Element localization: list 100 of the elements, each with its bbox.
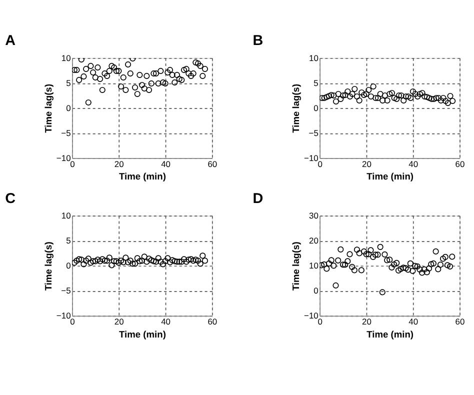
point	[346, 251, 353, 258]
point	[344, 88, 351, 95]
point	[379, 289, 386, 296]
y-tick-label: 10	[308, 260, 319, 271]
point	[125, 259, 132, 266]
point	[108, 262, 115, 268]
point	[370, 83, 376, 90]
point	[72, 260, 78, 266]
x-tick-label: 60	[208, 316, 218, 327]
point	[102, 70, 108, 77]
point	[398, 92, 404, 99]
point	[94, 256, 101, 263]
point	[102, 258, 108, 264]
point	[426, 265, 432, 272]
point	[372, 94, 379, 102]
point	[202, 66, 208, 72]
point	[377, 90, 384, 98]
point	[332, 98, 340, 105]
point	[449, 254, 456, 260]
point	[338, 246, 344, 252]
point	[374, 252, 381, 258]
point	[416, 266, 423, 272]
point	[127, 70, 134, 77]
point	[321, 94, 328, 102]
point	[72, 66, 78, 73]
point	[132, 84, 138, 91]
x-axis-title: Time (min)	[366, 329, 414, 340]
point	[380, 97, 386, 104]
point	[116, 260, 122, 266]
point	[125, 61, 132, 68]
point	[321, 261, 328, 268]
point	[155, 80, 162, 87]
point	[386, 90, 393, 98]
point	[440, 94, 446, 102]
point	[419, 90, 426, 96]
y-tick-label: 30	[308, 210, 319, 221]
point	[164, 69, 171, 76]
point	[335, 257, 342, 264]
point	[162, 80, 168, 87]
point	[85, 256, 92, 262]
x-tick-label: 40	[408, 158, 418, 169]
point	[197, 62, 204, 69]
point	[176, 76, 182, 82]
y-tick-label: 0	[66, 260, 72, 271]
point	[424, 269, 430, 276]
point	[118, 258, 124, 264]
point	[88, 62, 94, 69]
point	[194, 60, 202, 66]
point	[90, 69, 96, 76]
point	[160, 261, 166, 268]
y-tick-label: −5	[308, 128, 319, 138]
x-tick-label: 60	[455, 158, 466, 169]
point	[400, 264, 406, 271]
point	[416, 90, 423, 98]
point	[324, 266, 330, 272]
point	[366, 251, 372, 258]
point	[166, 66, 174, 73]
point	[320, 262, 325, 268]
point	[433, 94, 440, 102]
y-tick-label: 0	[314, 102, 319, 113]
chart-title: A	[5, 33, 16, 50]
point	[160, 79, 166, 86]
point	[127, 258, 134, 264]
point	[200, 72, 206, 80]
point	[440, 256, 446, 262]
x-tick-label: 40	[161, 316, 171, 327]
point	[197, 260, 204, 267]
point	[352, 86, 358, 92]
point	[366, 86, 372, 94]
point	[438, 97, 444, 104]
point	[190, 258, 196, 264]
y-tick-label: 10	[61, 210, 72, 221]
point	[412, 262, 418, 269]
point	[391, 94, 398, 102]
point	[394, 96, 400, 102]
point	[368, 247, 374, 254]
point	[116, 68, 122, 74]
point	[183, 66, 190, 72]
point	[200, 252, 206, 259]
point	[83, 258, 90, 264]
point	[435, 266, 442, 272]
point	[354, 93, 360, 100]
point	[190, 70, 196, 77]
point	[85, 99, 92, 106]
point	[384, 97, 390, 104]
point	[419, 270, 426, 276]
point	[398, 266, 404, 272]
point	[120, 74, 126, 81]
point	[162, 258, 168, 264]
point	[430, 260, 437, 266]
chart-title: B	[252, 33, 264, 50]
point	[407, 260, 414, 266]
point	[354, 246, 360, 253]
y-axis-title: Time lag(s)	[43, 84, 54, 133]
point	[76, 256, 82, 262]
point	[335, 90, 342, 98]
x-axis-title: Time (min)	[118, 172, 166, 182]
point	[388, 264, 395, 270]
point	[349, 90, 356, 98]
point	[104, 258, 110, 264]
